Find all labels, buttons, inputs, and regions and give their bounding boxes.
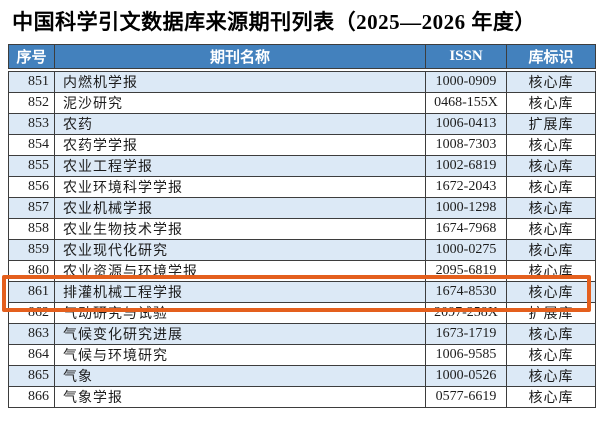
cell-journal-name: 气象学报 — [54, 385, 426, 408]
cell-issn: 1008-7303 — [425, 133, 507, 156]
cell-db-label: 核心库 — [506, 364, 596, 387]
cell-db-label: 核心库 — [506, 259, 596, 282]
cell-db-label: 核心库 — [506, 69, 596, 93]
table-row-highlighted: 861 排灌机械工程学报 1674-8530 核心库 — [8, 280, 596, 303]
table-row: 864 气候与环境研究 1006-9585 核心库 — [8, 343, 596, 366]
cell-issn: 1000-0909 — [425, 69, 507, 93]
cell-journal-name: 农业生物技术学报 — [54, 217, 426, 240]
table-row: 852 泥沙研究 0468-155X 核心库 — [8, 91, 596, 114]
page-title: 中国科学引文数据库来源期刊列表（2025—2026 年度） — [12, 10, 536, 34]
cell-no: 863 — [8, 322, 55, 345]
cell-db-label: 核心库 — [506, 154, 596, 177]
table-header-row: 序号 期刊名称 ISSN 库标识 — [8, 44, 596, 72]
journal-table: 序号 期刊名称 ISSN 库标识 851 内燃机学报 1000-0909 核心库 852… — [8, 44, 596, 408]
table-row: 859 农业现代化研究 1000-0275 核心库 — [8, 238, 596, 261]
table-row: 853 农药 1006-0413 扩展库 — [8, 112, 596, 135]
cell-no: 860 — [8, 259, 55, 282]
cell-no: 865 — [8, 364, 55, 387]
table-row: 862 气动研究与试验 2097-258X 扩展库 — [8, 301, 596, 324]
cell-journal-name: 气动研究与试验 — [54, 301, 426, 324]
table-body: 851 内燃机学报 1000-0909 核心库 852 泥沙研究 0468-155X 核心库 8… — [8, 69, 596, 408]
cell-journal-name: 气候与环境研究 — [54, 343, 426, 366]
cell-db-label: 核心库 — [506, 343, 596, 366]
table-row: 866 气象学报 0577-6619 核心库 — [8, 385, 596, 408]
cell-journal-name: 气候变化研究进展 — [54, 322, 426, 345]
cell-journal-name: 泥沙研究 — [54, 91, 426, 114]
cell-db-label: 核心库 — [506, 238, 596, 261]
column-header-no: 序号 — [8, 44, 55, 72]
cell-db-label: 核心库 — [506, 217, 596, 240]
cell-db-label: 核心库 — [506, 385, 596, 408]
table-row: 860 农业资源与环境学报 2095-6819 核心库 — [8, 259, 596, 282]
cell-issn: 2097-258X — [425, 301, 507, 324]
cell-db-label: 核心库 — [506, 175, 596, 198]
cell-issn: 1000-1298 — [425, 196, 507, 219]
cell-no: 852 — [8, 91, 55, 114]
table-row: 855 农业工程学报 1002-6819 核心库 — [8, 154, 596, 177]
column-header-issn: ISSN — [425, 44, 507, 72]
cell-no: 854 — [8, 133, 55, 156]
cell-issn: 0468-155X — [425, 91, 507, 114]
cell-no: 856 — [8, 175, 55, 198]
cell-no: 853 — [8, 112, 55, 135]
table-row: 851 内燃机学报 1000-0909 核心库 — [8, 69, 596, 93]
cell-issn: 1006-9585 — [425, 343, 507, 366]
table-row: 865 气象 1000-0526 核心库 — [8, 364, 596, 387]
cell-journal-name: 农业工程学报 — [54, 154, 426, 177]
cell-no: 855 — [8, 154, 55, 177]
cell-no: 857 — [8, 196, 55, 219]
table-header: 序号 期刊名称 ISSN 库标识 — [8, 44, 596, 72]
cell-no: 861 — [8, 280, 55, 303]
cell-db-label: 核心库 — [506, 280, 596, 303]
cell-issn: 1000-0526 — [425, 364, 507, 387]
cell-issn: 2095-6819 — [425, 259, 507, 282]
cell-journal-name: 农业现代化研究 — [54, 238, 426, 261]
cell-journal-name: 内燃机学报 — [54, 69, 426, 93]
cell-no: 851 — [8, 69, 55, 93]
cell-issn: 1002-6819 — [425, 154, 507, 177]
cell-issn: 1673-1719 — [425, 322, 507, 345]
cell-journal-name: 农药学学报 — [54, 133, 426, 156]
table-row: 863 气候变化研究进展 1673-1719 核心库 — [8, 322, 596, 345]
cell-journal-name: 排灌机械工程学报 — [54, 280, 426, 303]
table-row: 854 农药学学报 1008-7303 核心库 — [8, 133, 596, 156]
table-row: 856 农业环境科学学报 1672-2043 核心库 — [8, 175, 596, 198]
cell-journal-name: 农药 — [54, 112, 426, 135]
cell-no: 864 — [8, 343, 55, 366]
cell-db-label: 核心库 — [506, 196, 596, 219]
cell-journal-name: 农业环境科学学报 — [54, 175, 426, 198]
cell-db-label: 核心库 — [506, 133, 596, 156]
cell-issn: 1674-7968 — [425, 217, 507, 240]
cell-issn: 1672-2043 — [425, 175, 507, 198]
cell-issn: 1000-0275 — [425, 238, 507, 261]
cell-no: 859 — [8, 238, 55, 261]
cell-db-label: 核心库 — [506, 322, 596, 345]
cell-db-label: 核心库 — [506, 91, 596, 114]
cell-no: 858 — [8, 217, 55, 240]
cell-db-label: 扩展库 — [506, 112, 596, 135]
cell-no: 862 — [8, 301, 55, 324]
cell-db-label: 扩展库 — [506, 301, 596, 324]
table-row: 858 农业生物技术学报 1674-7968 核心库 — [8, 217, 596, 240]
cell-issn: 0577-6619 — [425, 385, 507, 408]
table-row: 857 农业机械学报 1000-1298 核心库 — [8, 196, 596, 219]
cell-issn: 1006-0413 — [425, 112, 507, 135]
cell-no: 866 — [8, 385, 55, 408]
cell-journal-name: 气象 — [54, 364, 426, 387]
column-header-name: 期刊名称 — [54, 44, 426, 72]
cell-journal-name: 农业资源与环境学报 — [54, 259, 426, 282]
cell-issn: 1674-8530 — [425, 280, 507, 303]
column-header-db: 库标识 — [506, 44, 596, 72]
cell-journal-name: 农业机械学报 — [54, 196, 426, 219]
